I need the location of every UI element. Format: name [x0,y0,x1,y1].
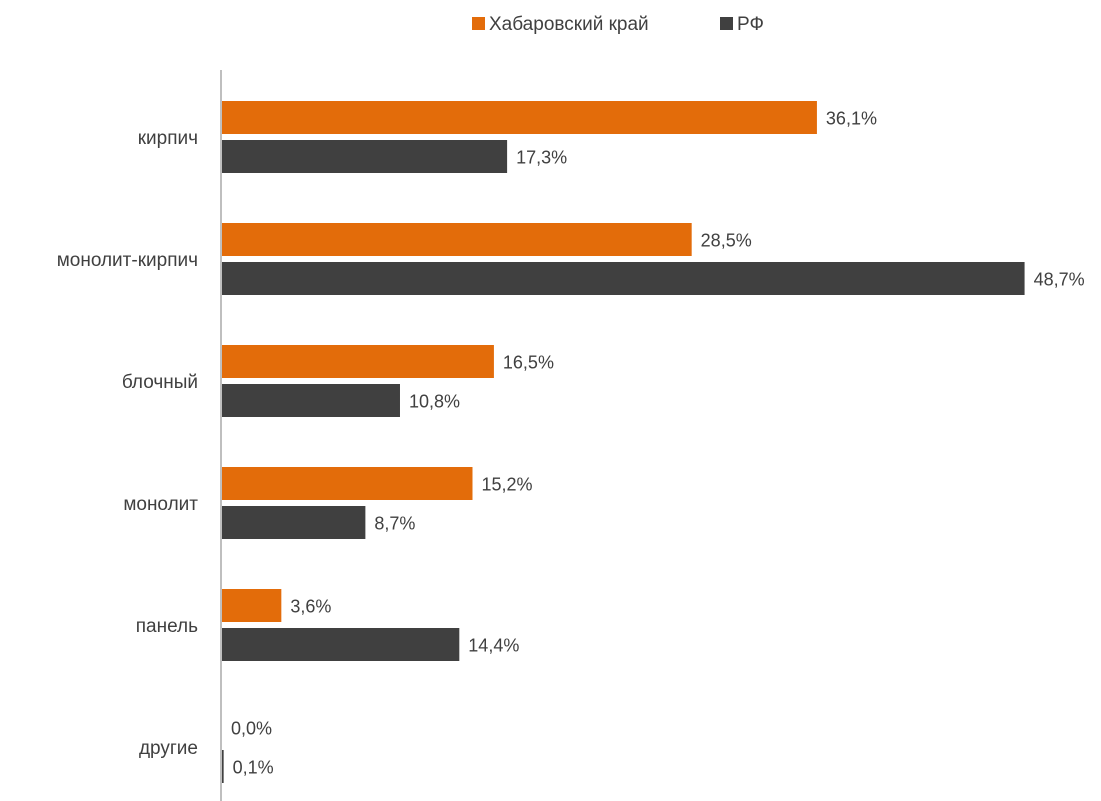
bars [222,101,1025,783]
data-label: 3,6% [290,597,331,617]
bar-rf [222,262,1025,295]
data-label: 16,5% [503,353,554,373]
data-label: 14,4% [468,636,519,656]
bar-khabarovsk [222,467,473,500]
data-label: 48,7% [1034,270,1085,290]
legend-label: Хабаровский край [489,14,649,35]
bar-rf [222,628,460,661]
data-label: 15,2% [481,475,532,495]
value-labels: 36,1% 17,3% 28,5% 48,7% 16,5% 10,8% 15,2% 8,7% 3… [231,109,1085,778]
data-label: 28,5% [701,231,752,251]
bar-rf [222,506,366,539]
bar-rf [222,750,224,783]
legend-swatch [472,17,485,30]
legend-swatch [720,17,733,30]
bar-khabarovsk [222,101,817,134]
category-labels: кирпич монолит-кирпич блочный монолит панель… [57,128,199,759]
category-label: другие [139,738,198,759]
data-label: 0,0% [231,719,272,739]
bar-rf [222,384,400,417]
category-label: блочный [122,372,198,393]
bar-khabarovsk [222,223,692,256]
category-label: монолит-кирпич [57,250,198,271]
legend-label: РФ [737,14,764,35]
data-label: 36,1% [826,109,877,129]
data-label: 0,1% [233,758,274,778]
category-label: монолит [123,494,198,515]
data-label: 8,7% [374,514,415,534]
data-label: 17,3% [516,148,567,168]
bar-khabarovsk [222,345,494,378]
data-label: 10,8% [409,392,460,412]
category-label: кирпич [138,128,198,149]
bar-khabarovsk [222,589,282,622]
bar-rf [222,140,508,173]
category-label: панель [136,616,198,637]
legend: Хабаровский край РФ [472,14,764,35]
